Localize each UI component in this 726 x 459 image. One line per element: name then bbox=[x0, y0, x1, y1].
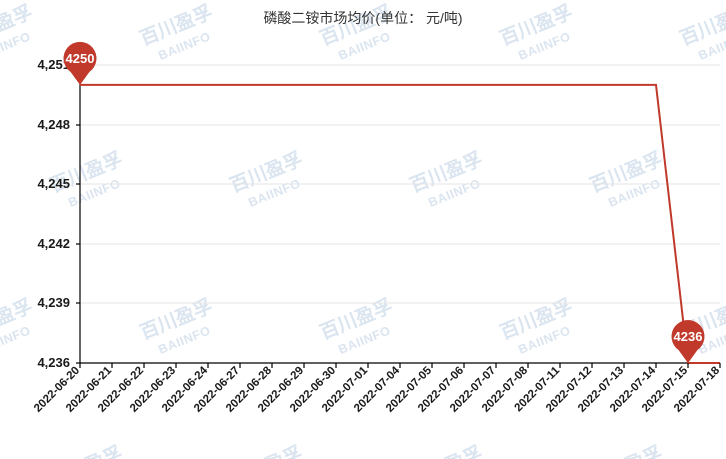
svg-text:4,242: 4,242 bbox=[37, 236, 70, 251]
svg-text:4250: 4250 bbox=[66, 51, 95, 66]
svg-text:4,248: 4,248 bbox=[37, 117, 70, 132]
svg-text:4,245: 4,245 bbox=[37, 176, 70, 191]
svg-text:4,236: 4,236 bbox=[37, 355, 70, 370]
svg-text:4,239: 4,239 bbox=[37, 295, 70, 310]
svg-text:4236: 4236 bbox=[674, 329, 703, 344]
